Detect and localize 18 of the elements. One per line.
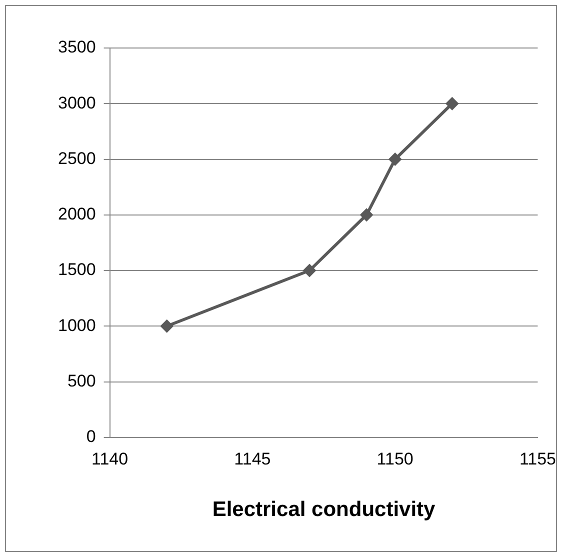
point [388,152,402,166]
y-tick-label: 1500 [58,260,96,280]
y-tick-label: 2500 [58,148,96,168]
y-tick-label: 3000 [58,93,96,112]
x-tick-label: 1145 [234,449,271,468]
x-tick-label: 1150 [376,449,414,468]
point [303,264,316,278]
point [446,97,459,110]
x-tick-label: 1140 [92,449,128,468]
y-tick-label: 500 [67,371,96,390]
y-tick-label: 2000 [58,204,96,224]
y-tick-label: 3500 [58,38,96,57]
y-tick-label: 0 [86,427,96,446]
y-tick-label: 1000 [58,316,96,335]
x-tick-label: 1155 [519,449,556,468]
point [160,320,174,333]
x-axis-title: Electrical conductivity [212,498,436,522]
point [360,208,374,222]
